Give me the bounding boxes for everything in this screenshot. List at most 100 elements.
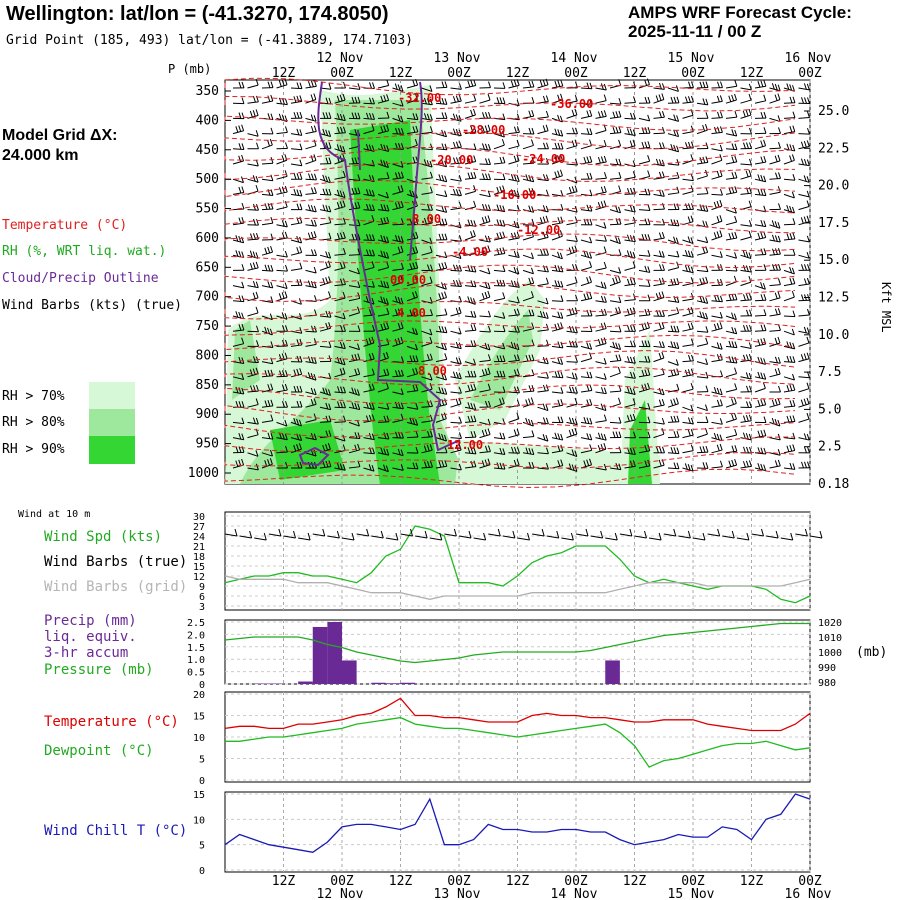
wind-barb-flag <box>429 444 433 451</box>
wind-barb-flag <box>453 264 456 271</box>
time-tick-label-top: 12Z <box>506 66 530 81</box>
wind-barb-flag <box>238 401 242 408</box>
wind-barb-flag <box>772 264 775 271</box>
wind-barb <box>377 148 389 152</box>
wind-barb-flag <box>383 204 387 211</box>
wind-barb-flag <box>383 235 387 243</box>
wind-barb <box>334 345 346 350</box>
wind-barb <box>435 102 447 105</box>
wind-barb <box>276 175 288 180</box>
wind-barb <box>232 130 244 135</box>
wind-barb-flag <box>394 309 398 316</box>
wind-barb-flag <box>383 251 387 258</box>
wind-barb <box>276 375 288 378</box>
wind-barb-flag <box>733 275 737 283</box>
wind-barb <box>725 254 737 259</box>
wind-barb-flag <box>238 311 242 319</box>
wind-barb-flag <box>687 265 691 273</box>
wind-barb <box>566 376 578 380</box>
wind-barb <box>479 163 491 166</box>
wind-barb-flag <box>560 216 564 223</box>
time-tick-label-bottom: 12Z <box>740 874 764 889</box>
wind-barb-flag <box>371 281 375 288</box>
wind-barb <box>276 437 288 441</box>
wind-barb-flag <box>542 417 546 424</box>
wind-barb <box>798 283 810 287</box>
wind-barb-flag <box>734 143 738 150</box>
wind-barb <box>493 144 505 150</box>
pressure-tick-label: 980 <box>818 678 836 689</box>
wind-barb-flag <box>542 125 546 132</box>
wind-barb-flag <box>481 460 485 467</box>
wind-barb <box>624 266 636 271</box>
wind-barb-flag <box>510 174 514 181</box>
wind-barb-flag <box>238 112 242 119</box>
wind-barb-flag <box>749 446 752 454</box>
wind-barb-flag <box>702 312 706 319</box>
wind-barb-flag <box>412 309 416 316</box>
wind-barb-flag <box>502 355 506 362</box>
wind-barb-flag <box>633 187 636 195</box>
wind-barb-flag <box>719 199 723 207</box>
wind-barb-flag <box>618 296 622 303</box>
wind-barb-flag <box>745 109 749 117</box>
wind-barb <box>798 193 810 198</box>
wind-barb <box>537 452 549 455</box>
wind-barb-flag <box>734 445 738 452</box>
wind-barb <box>261 405 273 408</box>
wind-barb-flag <box>299 129 303 136</box>
wind-barb <box>769 342 781 347</box>
wind-barb <box>276 421 288 427</box>
wind-barb-flag <box>612 341 616 348</box>
wind-barb <box>537 178 549 182</box>
wind-barb-flag <box>673 203 677 210</box>
surface-wind-barb-flag <box>351 532 355 541</box>
wind-barb-flag <box>716 216 720 223</box>
wind-barb-flag <box>380 217 384 225</box>
wind-barb-flag <box>299 279 303 286</box>
wind-barb <box>580 193 592 197</box>
wind-barb-flag <box>789 355 793 363</box>
windchill-panel-tick-label: 15 <box>193 790 205 801</box>
temperature-contour-label: -16.00 <box>493 188 536 202</box>
wind-barb-flag <box>757 339 761 346</box>
wind-barb <box>348 297 360 302</box>
wind-barb-flag <box>412 79 416 87</box>
wind-barb-flag <box>516 326 520 333</box>
wind-barb <box>551 300 564 302</box>
wind-barb-flag <box>441 292 445 299</box>
temperature-contour-label: -32.00 <box>398 91 441 105</box>
wind-barb-flag <box>644 188 648 195</box>
wind-barb-flag <box>278 80 282 87</box>
wind-barb-flag <box>351 96 355 104</box>
wind-barb-flag <box>429 216 433 224</box>
wind-barb <box>551 450 563 454</box>
wind-barb-flag <box>618 306 622 314</box>
wind-barb-flag <box>673 431 677 438</box>
wind-barb <box>261 162 274 165</box>
wind-barb-flag <box>670 399 674 406</box>
wind-barb <box>783 159 795 165</box>
wind-barb-flag <box>528 398 532 405</box>
wind-barb-flag <box>424 461 427 468</box>
wind-barb-flag <box>386 322 390 329</box>
wind-barb-flag <box>728 294 732 301</box>
wind-barb-flag <box>749 324 752 332</box>
wind-barb-flag <box>470 172 474 179</box>
wind-barb-flag <box>269 328 273 336</box>
wind-barb <box>595 328 607 332</box>
wind-barb-flag <box>688 203 691 210</box>
surface-wind-barb <box>692 537 706 541</box>
wind-barb-flag <box>557 433 561 440</box>
wind-barb-flag <box>574 206 578 213</box>
wind-barb-flag <box>339 94 343 102</box>
wind-panel-tick-label: 30 <box>193 512 205 523</box>
wind-barb <box>421 209 433 211</box>
wind-barb-flag <box>354 388 358 395</box>
wind-barb <box>566 452 578 458</box>
wind-barb-flag <box>545 434 549 442</box>
wind-barb-flag <box>441 81 445 88</box>
wind-barb <box>479 148 491 151</box>
wind-barb-flag <box>719 434 723 441</box>
wind-barb-flag <box>415 246 419 253</box>
